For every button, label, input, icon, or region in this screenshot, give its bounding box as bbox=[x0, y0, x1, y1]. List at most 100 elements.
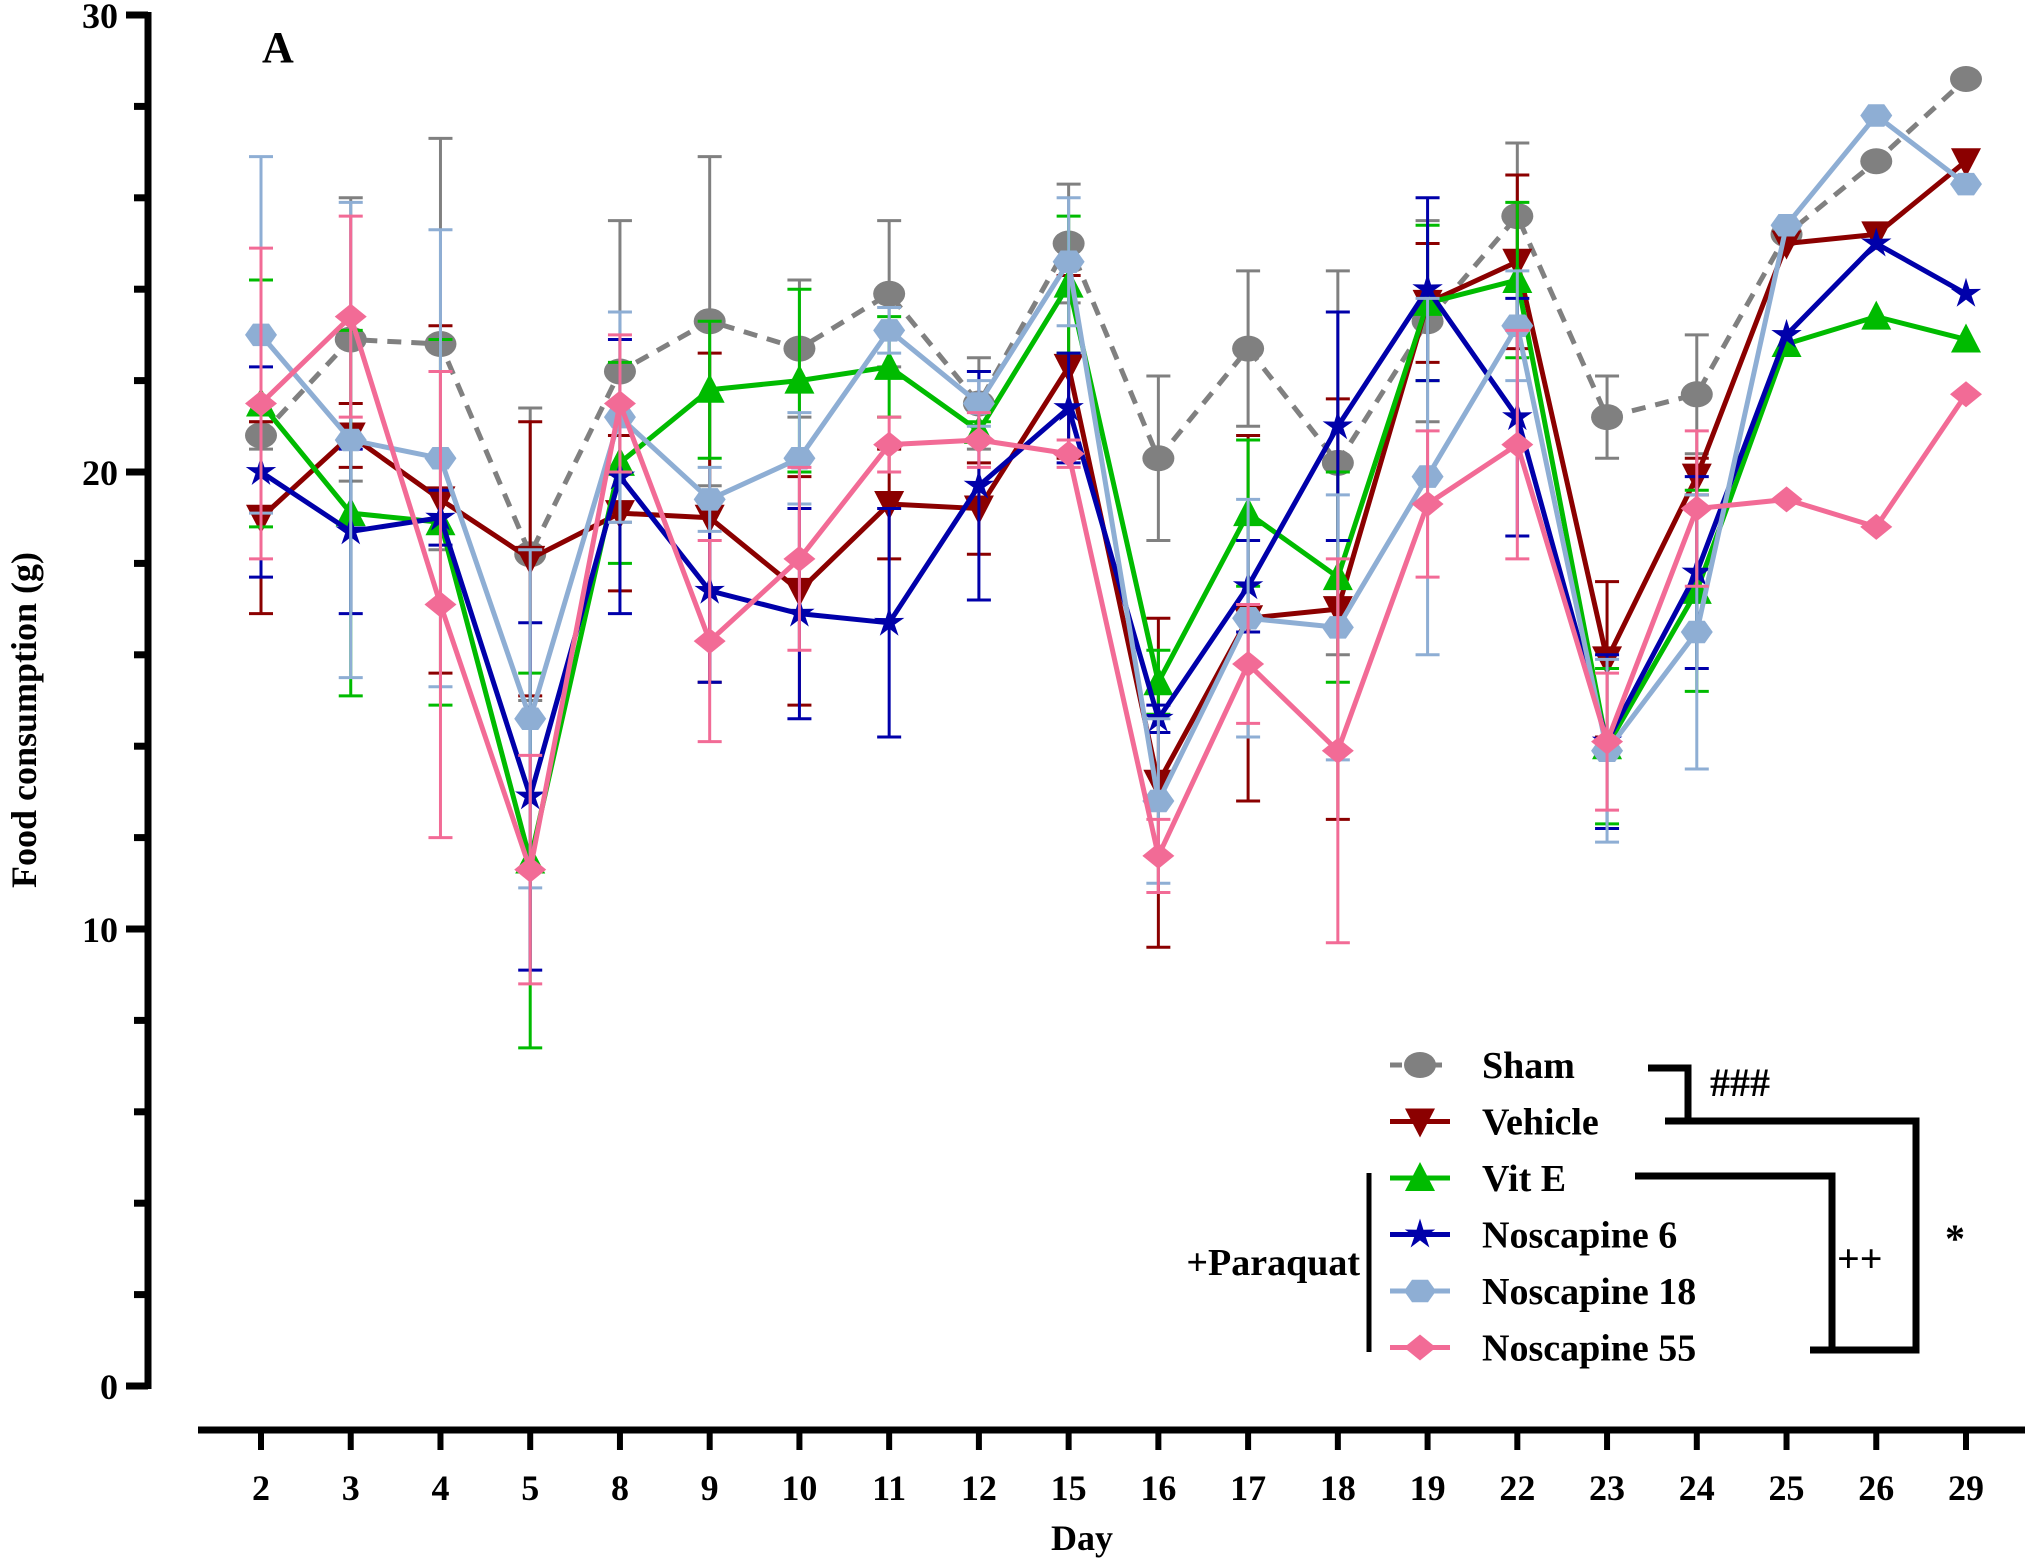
point-noscapine-18 bbox=[514, 707, 547, 731]
sig-hash: ### bbox=[1710, 1060, 1770, 1105]
point-sham bbox=[1232, 335, 1265, 362]
point-vit-e bbox=[784, 364, 815, 394]
sig-plus: ++ bbox=[1837, 1236, 1883, 1281]
point-noscapine-55 bbox=[245, 390, 277, 417]
line-noscapine-55 bbox=[259, 314, 1969, 873]
legend-label: Noscapine 18 bbox=[1482, 1271, 1696, 1313]
series-sham bbox=[245, 65, 1982, 702]
point-noscapine-55 bbox=[603, 390, 636, 417]
point-sham bbox=[1950, 65, 1982, 92]
point-noscapine-18 bbox=[962, 392, 995, 415]
point-noscapine-55 bbox=[783, 545, 816, 572]
x-tick-label: 22 bbox=[1499, 1468, 1535, 1508]
point-noscapine-18 bbox=[873, 319, 906, 342]
y-axis: 0 10 20 30 bbox=[82, 0, 152, 1407]
series-noscapine-55 bbox=[245, 214, 1982, 986]
point-noscapine-55 bbox=[1501, 431, 1534, 458]
point-noscapine-18 bbox=[783, 447, 816, 470]
point-noscapine-55 bbox=[693, 628, 726, 655]
point-vehicle bbox=[1771, 230, 1802, 260]
point-vit-e bbox=[694, 373, 725, 403]
point-noscapine-55 bbox=[873, 431, 906, 458]
y-tick-label: 0 bbox=[100, 1367, 118, 1407]
x-tick-label: 29 bbox=[1948, 1468, 1984, 1508]
x-tick-label: 8 bbox=[611, 1468, 629, 1508]
series-vehicle bbox=[246, 148, 1981, 949]
x-tick-label: 11 bbox=[872, 1468, 906, 1508]
paraquat-label: +Paraquat bbox=[1186, 1242, 1360, 1284]
x-tick-label: 17 bbox=[1230, 1468, 1266, 1508]
point-noscapine-55 bbox=[1860, 513, 1893, 540]
legend-label: Vehicle bbox=[1482, 1102, 1599, 1144]
legend-label: Vit E bbox=[1482, 1158, 1566, 1200]
x-tick-label: 15 bbox=[1051, 1468, 1087, 1508]
x-tick-label: 10 bbox=[781, 1468, 817, 1508]
point-sham bbox=[1680, 381, 1713, 408]
point-noscapine-18 bbox=[1680, 620, 1713, 644]
point-noscapine-55 bbox=[1321, 737, 1354, 764]
legend-item-vehicle: Vehicle bbox=[1390, 1102, 1599, 1144]
point-noscapine-18 bbox=[1142, 789, 1175, 813]
legend-label: Noscapine 6 bbox=[1482, 1215, 1677, 1257]
point-sham bbox=[873, 280, 906, 307]
bracket-sham-vehicle bbox=[1648, 1064, 1692, 1125]
x-tick-label: 9 bbox=[701, 1468, 719, 1508]
x-tick-label: 19 bbox=[1410, 1468, 1446, 1508]
point-noscapine-55 bbox=[1232, 650, 1265, 677]
point-noscapine-6 bbox=[963, 469, 995, 499]
x-tick-label: 18 bbox=[1320, 1468, 1356, 1508]
point-sham bbox=[1591, 404, 1624, 431]
legend-marker bbox=[1405, 1162, 1435, 1191]
point-vit-e bbox=[1951, 323, 1981, 353]
point-noscapine-6 bbox=[1771, 318, 1802, 348]
point-noscapine-55 bbox=[962, 427, 995, 454]
x-tick-label: 12 bbox=[961, 1468, 997, 1508]
point-sham bbox=[1142, 445, 1175, 472]
y-tick-label: 10 bbox=[82, 910, 118, 950]
x-tick-label: 23 bbox=[1589, 1468, 1625, 1508]
x-tick-label: 2 bbox=[252, 1468, 270, 1508]
point-noscapine-55 bbox=[1950, 381, 1982, 408]
point-vehicle bbox=[1951, 148, 1981, 178]
point-noscapine-18 bbox=[1950, 172, 1982, 196]
point-noscapine-6 bbox=[1322, 410, 1354, 440]
point-noscapine-55 bbox=[1591, 728, 1624, 755]
x-tick-label: 3 bbox=[342, 1468, 360, 1508]
point-noscapine-18 bbox=[1770, 213, 1803, 237]
x-axis: 2 3 4 5 8 9 10 11 12 15 16 17 18 19 22 23 24 25 26 29 bbox=[198, 1426, 2025, 1508]
bracket-vehicle-noscapine55 bbox=[1688, 1117, 1920, 1354]
legend-item-noscapine-55: Noscapine 55 bbox=[1390, 1328, 1696, 1370]
legend-item-vit-e: Vit E bbox=[1390, 1158, 1566, 1200]
x-tick-label: 26 bbox=[1858, 1468, 1894, 1508]
legend-marker bbox=[1404, 1052, 1436, 1078]
legend-marker bbox=[1404, 1279, 1436, 1303]
x-tick-label: 4 bbox=[431, 1468, 449, 1508]
point-noscapine-55 bbox=[1052, 440, 1085, 467]
point-noscapine-6 bbox=[1143, 702, 1174, 732]
y-tick-label: 30 bbox=[82, 0, 118, 36]
point-noscapine-6 bbox=[1950, 277, 1982, 307]
y-axis-title: Food consumption (g) bbox=[4, 552, 44, 888]
legend-item-sham: Sham bbox=[1390, 1045, 1575, 1087]
legend-label: Sham bbox=[1482, 1045, 1575, 1087]
legend-marker bbox=[1404, 1334, 1436, 1361]
series-layer bbox=[245, 65, 1982, 1050]
point-noscapine-18 bbox=[1052, 250, 1085, 274]
x-tick-label: 5 bbox=[521, 1468, 539, 1508]
line-noscapine-18 bbox=[259, 113, 1968, 804]
bracket-vite-noscapine55 bbox=[1635, 1172, 1836, 1354]
point-noscapine-55 bbox=[334, 303, 367, 330]
line-vehicle bbox=[259, 159, 1968, 786]
point-vit-e bbox=[1861, 300, 1892, 330]
legend-item-noscapine-18: Noscapine 18 bbox=[1390, 1271, 1696, 1313]
point-noscapine-6 bbox=[873, 606, 905, 636]
legend-marker bbox=[1405, 1108, 1435, 1138]
point-sham bbox=[1860, 148, 1893, 175]
legend-label: Noscapine 55 bbox=[1482, 1328, 1696, 1370]
point-noscapine-6 bbox=[1053, 392, 1084, 421]
x-axis-title: Day bbox=[1051, 1518, 1113, 1558]
point-noscapine-55 bbox=[424, 591, 457, 618]
point-noscapine-55 bbox=[1411, 490, 1444, 517]
line-noscapine-6 bbox=[259, 241, 1968, 799]
